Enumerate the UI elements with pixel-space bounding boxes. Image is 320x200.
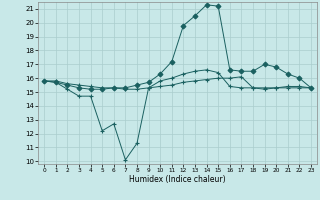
X-axis label: Humidex (Indice chaleur): Humidex (Indice chaleur) <box>129 175 226 184</box>
